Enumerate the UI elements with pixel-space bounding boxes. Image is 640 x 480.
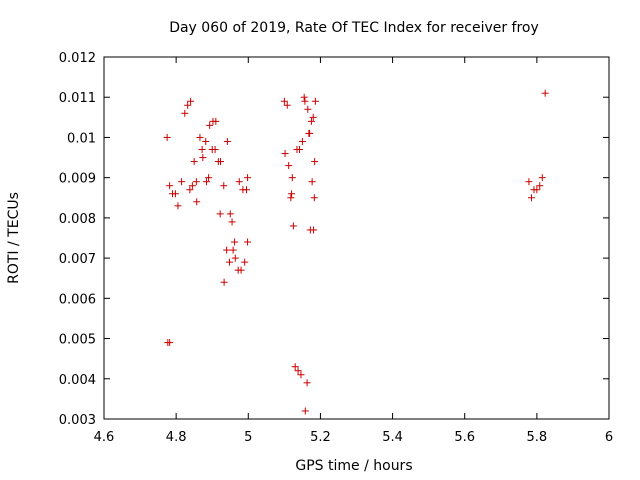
data-points	[163, 89, 549, 415]
data-point	[196, 133, 204, 141]
data-point	[235, 178, 243, 186]
data-point	[223, 137, 231, 145]
data-point	[193, 198, 201, 206]
data-point	[300, 93, 308, 101]
data-point	[298, 137, 306, 145]
data-point	[206, 121, 214, 129]
data-point	[308, 178, 316, 186]
data-point	[226, 258, 234, 266]
y-tick-label: 0.008	[59, 212, 96, 227]
data-point	[202, 178, 210, 186]
data-point	[281, 150, 289, 158]
data-point	[527, 194, 535, 202]
data-point	[538, 174, 546, 182]
data-point	[229, 246, 237, 254]
data-point	[186, 186, 194, 194]
data-point	[188, 182, 196, 190]
y-axis-label: ROTI / TECUs	[6, 192, 22, 284]
x-axis: 4.6 4.8 5 5.2 5.4 5.6 5.8 6	[94, 57, 613, 445]
data-point	[304, 105, 312, 113]
x-axis-label: GPS time / hours	[295, 458, 412, 474]
data-point	[244, 174, 252, 182]
data-point	[297, 371, 305, 379]
data-point	[187, 97, 195, 105]
data-point	[541, 89, 549, 97]
data-point	[231, 238, 239, 246]
data-point	[198, 146, 206, 154]
data-point	[288, 174, 296, 182]
x-tick-label: 5.2	[310, 430, 331, 445]
x-tick-label: 5.6	[454, 430, 475, 445]
data-point	[287, 194, 295, 202]
y-axis: 0.003 0.004 0.005 0.006 0.007 0.008 0.009 0.01 0…	[59, 51, 609, 428]
x-tick-label: 5.8	[527, 430, 548, 445]
y-tick-label: 0.004	[59, 373, 96, 388]
data-point	[231, 254, 239, 262]
x-tick-label: 6	[605, 430, 613, 445]
x-tick-label: 5	[244, 430, 252, 445]
data-point	[184, 101, 192, 109]
data-point	[166, 182, 174, 190]
data-point	[288, 190, 296, 198]
data-point	[536, 182, 544, 190]
data-point	[205, 174, 213, 182]
data-point	[202, 137, 210, 145]
y-tick-label: 0.003	[59, 413, 96, 428]
data-point	[178, 178, 186, 186]
data-point	[228, 218, 236, 226]
data-point	[212, 117, 220, 125]
data-point	[242, 186, 250, 194]
data-point	[163, 133, 171, 141]
y-tick-label: 0.005	[59, 333, 96, 348]
data-point	[192, 178, 200, 186]
data-point	[181, 109, 189, 117]
data-point	[289, 222, 297, 230]
data-point	[301, 407, 309, 415]
data-point	[311, 158, 319, 166]
x-tick-label: 5.4	[382, 430, 403, 445]
data-point	[303, 379, 311, 387]
data-point	[211, 146, 219, 154]
data-point	[309, 113, 317, 121]
y-tick-label: 0.009	[59, 172, 96, 187]
data-point	[190, 158, 198, 166]
data-point	[244, 238, 252, 246]
data-point	[296, 146, 304, 154]
data-point	[285, 162, 293, 170]
x-tick-label: 4.6	[94, 430, 115, 445]
data-point	[311, 97, 319, 105]
y-tick-label: 0.007	[59, 252, 96, 267]
data-point	[174, 202, 182, 210]
data-point	[241, 258, 249, 266]
data-point	[223, 246, 231, 254]
data-point	[306, 129, 314, 137]
x-tick-label: 4.8	[166, 430, 187, 445]
data-point	[220, 182, 228, 190]
y-tick-label: 0.01	[67, 131, 96, 146]
data-point	[294, 367, 302, 375]
data-point	[220, 278, 228, 286]
data-point	[237, 266, 245, 274]
data-point	[301, 97, 309, 105]
data-point	[280, 97, 288, 105]
data-point	[216, 210, 224, 218]
data-point	[310, 194, 318, 202]
data-point	[199, 154, 207, 162]
data-point	[291, 363, 299, 371]
data-point	[217, 158, 225, 166]
chart-title: Day 060 of 2019, Rate Of TEC Index for r…	[169, 20, 539, 36]
data-point	[171, 190, 179, 198]
plot-frame	[103, 56, 610, 420]
y-tick-label: 0.012	[59, 51, 96, 66]
data-point	[525, 178, 533, 186]
data-point	[307, 117, 315, 125]
data-point	[310, 226, 318, 234]
data-point	[283, 101, 291, 109]
y-tick-label: 0.011	[59, 91, 96, 106]
data-point	[166, 339, 174, 347]
data-point	[226, 210, 234, 218]
data-point	[533, 186, 541, 194]
y-tick-label: 0.006	[59, 292, 96, 307]
